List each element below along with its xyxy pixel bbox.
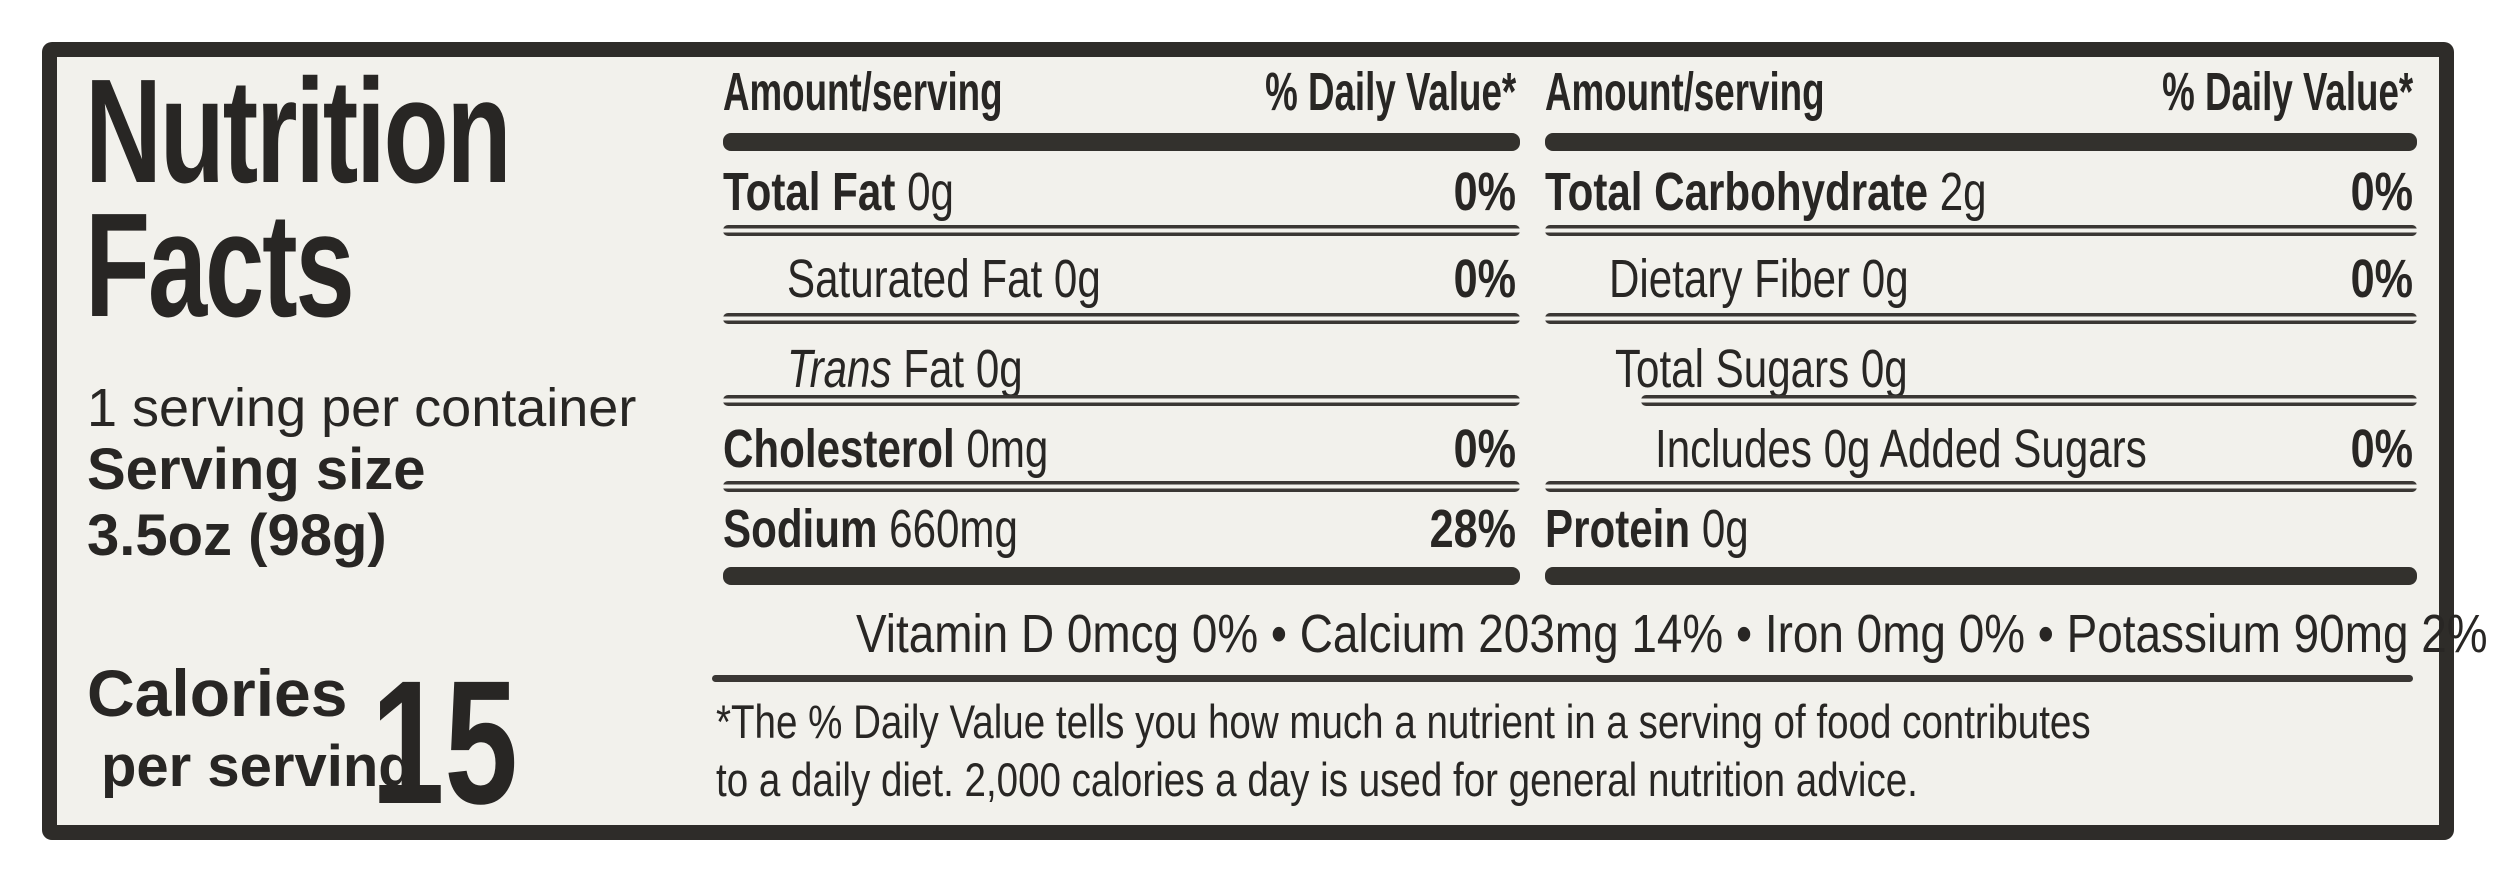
servings-per-container: 1 serving per container (87, 378, 637, 438)
nutrient-text: Includes 0g Added Sugars (1655, 420, 2147, 478)
nutrient-row-added-sugars: Includes 0g Added Sugars 0% (1545, 420, 2417, 478)
nutrient-daily-value: 0% (2350, 249, 2413, 309)
footnote-line-1: *The % Daily Value tells you how much a … (716, 695, 2091, 748)
nutrient-row-total-carbohydrate: Total Carbohydrate 2g 0% (1545, 163, 2417, 221)
micronutrients-text: Vitamin D 0mcg 0% • Calcium 203mg 14% • … (855, 604, 2488, 664)
thick-rule (723, 567, 1520, 585)
calories-label-line-2: per serving (101, 734, 414, 799)
nutrient-amount: 0g (1861, 249, 1909, 309)
nutrient-row-cholesterol: Cholesterol 0mg 0% (723, 420, 1520, 478)
nutrient-amount: 0g (1860, 339, 1908, 399)
nutrient-name: Sodium (723, 499, 878, 559)
nutrient-amount: 0g (975, 339, 1023, 399)
nutrient-name-italic: Trans (787, 339, 892, 399)
column-1-header: Amount/serving % Daily Value* (723, 63, 1520, 121)
daily-value-footnote: *The % Daily Value tells you how much a … (716, 693, 2413, 809)
thin-rule (1545, 481, 2417, 492)
nutrient-text: Cholesterol 0mg (723, 420, 1048, 478)
nutrient-text: Total Fat 0g (723, 163, 954, 221)
thin-rule (1545, 313, 2417, 324)
footnote-line-2: to a daily diet. 2,000 calories a day is… (716, 753, 1918, 806)
serving-size-value: 3.5oz (98g) (87, 503, 387, 568)
nutrient-text: Total Sugars 0g (1615, 340, 1908, 398)
nutrient-text: Trans Fat 0g (787, 340, 1023, 398)
header-daily-value: % Daily Value* (2161, 62, 2413, 122)
nutrition-column-1: Amount/serving % Daily Value* Total Fat … (723, 57, 1520, 825)
nutrient-row-dietary-fiber: Dietary Fiber 0g 0% (1545, 250, 2417, 308)
nutrient-daily-value: 28% (1429, 499, 1516, 559)
thick-rule (1545, 567, 2417, 585)
nutrient-amount: 0g (1053, 249, 1101, 309)
serving-size-label: Serving size (87, 437, 426, 502)
thick-rule (1545, 133, 2417, 151)
nutrient-name: Includes 0g Added Sugars (1655, 419, 2147, 479)
nutrient-row-saturated-fat: Saturated Fat 0g 0% (723, 250, 1520, 308)
bottom-section: Vitamin D 0mcg 0% • Calcium 203mg 14% • … (712, 57, 2488, 825)
nutrient-daily-value: 0% (1453, 249, 1516, 309)
micronutrients-row: Vitamin D 0mcg 0% • Calcium 203mg 14% • … (712, 605, 2488, 663)
title-line-2: Facts (85, 183, 355, 348)
header-amount-per-serving: Amount/serving (1545, 62, 1825, 122)
nutrient-text: Dietary Fiber 0g (1609, 250, 1909, 308)
thin-rule (712, 675, 2413, 682)
nutrient-row-trans-fat: Trans Fat 0g (723, 340, 1520, 398)
nutrient-row-total-fat: Total Fat 0g 0% (723, 163, 1520, 221)
nutrient-amount: 0g (907, 162, 954, 222)
thin-rule (723, 225, 1520, 236)
thin-rule (723, 313, 1520, 324)
label-title: Nutrition Facts (85, 49, 512, 348)
nutrient-text: Sodium 660mg (723, 500, 1018, 558)
nutrient-daily-value: 0% (2350, 419, 2413, 479)
nutrition-facts-label: Nutrition Facts 1 serving per container … (42, 42, 2488, 840)
nutrient-row-total-sugars: Total Sugars 0g (1545, 340, 2417, 398)
title-line-1: Nutrition (85, 49, 512, 214)
calories-label-line-1: Calories (87, 656, 348, 730)
nutrient-daily-value: 0% (1453, 162, 1516, 222)
nutrient-text: Total Carbohydrate 2g (1545, 163, 1987, 221)
nutrient-name: Cholesterol (723, 419, 955, 479)
nutrient-name: Fat (903, 339, 965, 399)
left-section: Nutrition Facts 1 serving per container … (71, 49, 716, 832)
column-2-header: Amount/serving % Daily Value* (1545, 63, 2417, 121)
nutrient-amount: 0g (1701, 499, 1749, 559)
nutrient-amount: 660mg (889, 499, 1018, 559)
header-daily-value: % Daily Value* (1264, 62, 1516, 122)
nutrient-name: Protein (1545, 499, 1691, 559)
nutrient-text: Protein 0g (1545, 500, 1749, 558)
nutrient-text: Saturated Fat 0g (787, 250, 1101, 308)
thin-rule (1545, 225, 2417, 236)
nutrient-row-protein: Protein 0g (1545, 500, 2417, 558)
thin-rule (723, 481, 1520, 492)
nutrient-amount: 2g (1939, 162, 1987, 222)
nutrient-name: Total Fat (723, 162, 896, 222)
nutrient-daily-value: 0% (1453, 419, 1516, 479)
calories-value: 15 (371, 645, 518, 841)
thin-rule-indented (1641, 395, 2417, 406)
nutrient-name: Total Sugars (1615, 339, 1850, 399)
header-amount-per-serving: Amount/serving (723, 62, 1003, 122)
label-inner: Nutrition Facts 1 serving per container … (57, 49, 2488, 832)
nutrient-row-sodium: Sodium 660mg 28% (723, 500, 1520, 558)
calories-label: Calories per serving (87, 657, 414, 803)
nutrition-column-2: Amount/serving % Daily Value* Total Carb… (1545, 57, 2417, 825)
nutrient-name: Dietary Fiber (1609, 249, 1851, 309)
thick-rule (723, 133, 1520, 151)
nutrient-name: Saturated Fat (787, 249, 1043, 309)
thin-rule (723, 395, 1520, 406)
nutrient-amount: 0mg (966, 419, 1049, 479)
nutrient-daily-value: 0% (2350, 162, 2413, 222)
nutrient-name: Total Carbohydrate (1545, 162, 1929, 222)
